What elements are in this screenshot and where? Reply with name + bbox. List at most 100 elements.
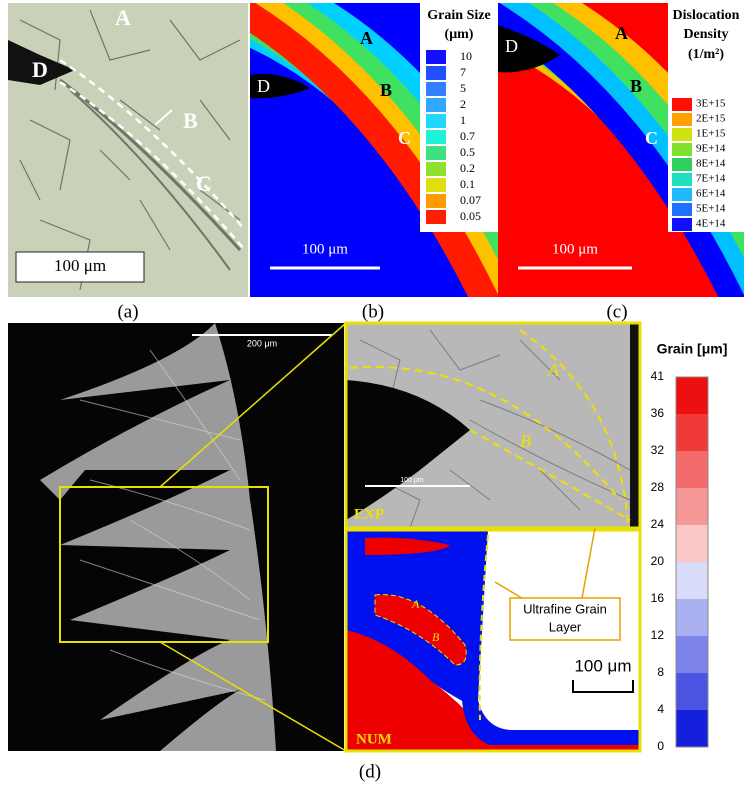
colorbar-tick: 28	[651, 480, 665, 494]
label: C	[398, 128, 411, 148]
scale-bar: 100 μm	[552, 241, 598, 257]
legend-swatch	[672, 143, 692, 156]
legend-label: 5	[460, 81, 466, 95]
legend-label: 0.07	[460, 193, 481, 207]
label: A	[115, 5, 131, 30]
label: A	[411, 597, 420, 611]
colorbar-block	[676, 710, 708, 748]
legend-title: (μm)	[445, 27, 474, 42]
legend-label: 0.05	[460, 209, 481, 223]
legend-label: 9E+14	[696, 143, 726, 155]
colorbar-block	[676, 599, 708, 637]
colorbar-tick: 32	[651, 443, 665, 457]
colorbar-block	[676, 414, 708, 452]
callout-text: Ultrafine Grain	[523, 601, 607, 616]
legend-label: 1	[460, 113, 466, 127]
caption: (b)	[362, 301, 384, 322]
legend-swatch	[426, 178, 446, 192]
legend-title: Grain Size	[427, 8, 490, 23]
legend-label: 0.2	[460, 161, 475, 175]
legend-swatch	[672, 98, 692, 111]
legend-label: 1E+15	[696, 128, 726, 140]
legend-label: 3E+15	[696, 98, 726, 110]
legend-label: 0.5	[460, 145, 475, 159]
legend-label: 0.1	[460, 177, 475, 191]
scale-bar: 200 μm	[247, 338, 277, 348]
colorbar-block	[676, 488, 708, 526]
label: D	[32, 57, 48, 82]
label: A	[547, 360, 560, 380]
legend-swatch	[426, 66, 446, 80]
scale-bar: 100 μm	[302, 241, 348, 257]
legend-swatch	[426, 162, 446, 176]
legend-title: Density	[683, 27, 728, 42]
colorbar-tick: 0	[657, 739, 664, 753]
legend-label: 0.7	[460, 129, 475, 143]
label: B	[432, 630, 440, 644]
panel-d-sem: 200 μm	[8, 323, 346, 751]
scale-bar: 100 μm	[54, 256, 106, 275]
colorbar-tick: 20	[651, 554, 665, 568]
panel-d-num: A B Ultrafine Grain Layer 100 μm NUM	[346, 528, 640, 751]
legend-label: 8E+14	[696, 158, 726, 170]
legend-swatch	[672, 128, 692, 141]
caption: (d)	[359, 761, 381, 782]
panel-d-exp: A B 100 μm EXP	[346, 323, 640, 528]
panel-a: A B C D 100 μm (a)	[8, 3, 248, 322]
legend-swatch	[672, 173, 692, 186]
legend-swatch	[426, 194, 446, 208]
legend-swatch	[672, 188, 692, 201]
colorbar-block	[676, 525, 708, 563]
legend-label: 10	[460, 49, 472, 63]
tag: EXP	[354, 506, 384, 522]
colorbar-tick: 41	[651, 369, 665, 383]
legend-swatch	[672, 158, 692, 171]
legend-swatch	[426, 82, 446, 96]
legend-swatch	[426, 146, 446, 160]
colorbar-blocks: 41 36 32 28 24 20 16 12 8 4 0	[651, 369, 708, 753]
colorbar-block	[676, 562, 708, 600]
scale-bar: 100 μm	[400, 477, 424, 484]
colorbar-tick: 4	[657, 702, 664, 716]
legend-label: 7	[460, 65, 466, 79]
label: D	[257, 76, 270, 96]
page: { "panel_a": {"labels": ["A", "B", "C", …	[0, 0, 744, 785]
colorbar-tick: 36	[651, 406, 665, 420]
legend-swatch	[426, 114, 446, 128]
legend-swatch	[672, 113, 692, 126]
legend-title: (1/m²)	[688, 47, 724, 62]
legend-label: 2	[460, 97, 466, 111]
colorbar-tick: 12	[651, 628, 665, 642]
colorbar-tick: 24	[651, 517, 665, 531]
legend-label: 7E+14	[696, 173, 726, 185]
colorbar: Grain [μm] 41 36 32 28 24 20 16 12 8 4 0	[651, 341, 728, 753]
legend-title: Dislocation	[673, 8, 740, 23]
figure: A B C D 100 μm (a) D A B C Grain Size (μ…	[0, 0, 744, 785]
label: D	[505, 36, 518, 56]
tag: NUM	[356, 731, 392, 747]
caption: (c)	[606, 301, 627, 322]
colorbar-block	[676, 377, 708, 415]
legend-label: 6E+14	[696, 188, 726, 200]
colorbar-tick: 8	[657, 665, 664, 679]
legend-swatch	[426, 50, 446, 64]
legend-swatch	[672, 203, 692, 216]
colorbar-title: Grain [μm]	[657, 341, 728, 357]
colorbar-block	[676, 636, 708, 674]
label: B	[630, 76, 642, 96]
legend-swatch	[426, 210, 446, 224]
scale-bar: 100 μm	[574, 656, 631, 675]
legend-entries: 3E+152E+151E+159E+148E+147E+146E+145E+14…	[672, 98, 726, 231]
callout-text: Layer	[549, 619, 582, 634]
legend-swatch	[672, 218, 692, 231]
label: B	[183, 108, 198, 133]
label: A	[615, 23, 628, 43]
legend-swatch	[426, 130, 446, 144]
legend-swatch	[426, 98, 446, 112]
label: C	[196, 171, 212, 196]
legend-label: 4E+14	[696, 218, 726, 230]
colorbar-tick: 16	[651, 591, 665, 605]
caption: (a)	[117, 301, 138, 322]
legend-label: 2E+15	[696, 113, 726, 125]
colorbar-block	[676, 673, 708, 711]
